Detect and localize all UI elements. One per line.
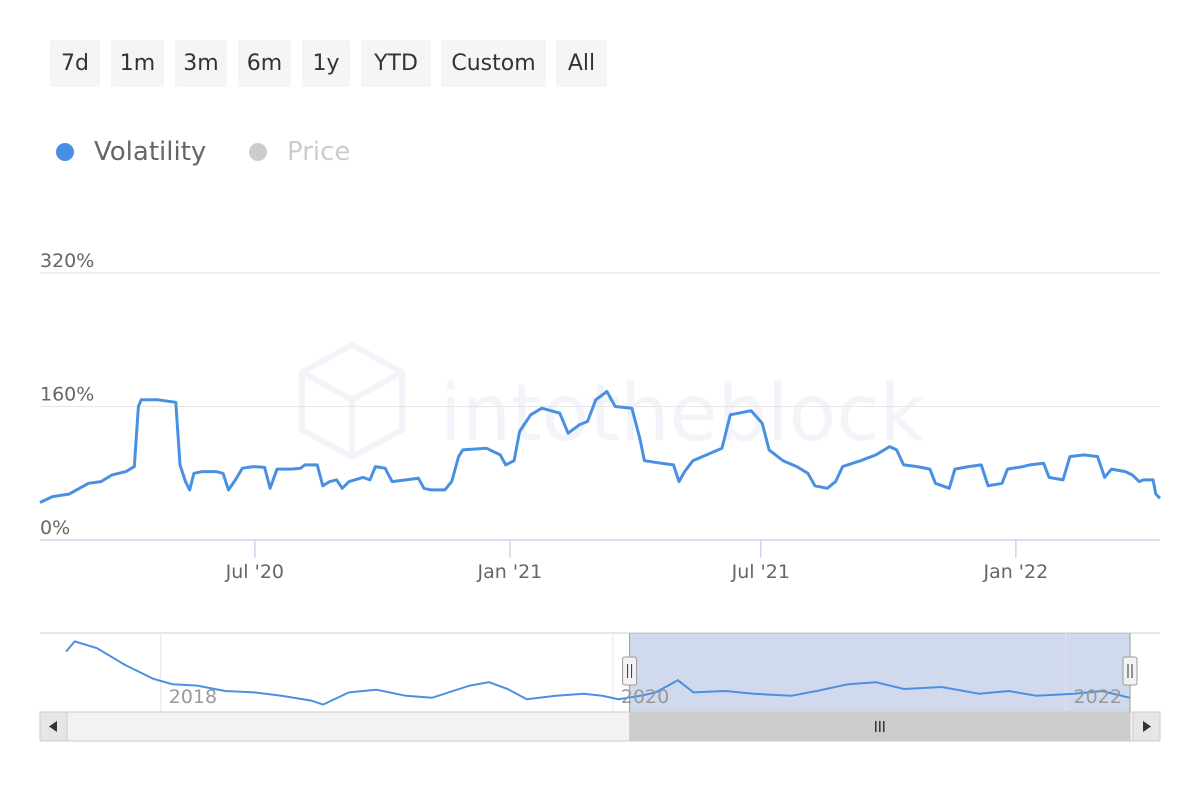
range-button-ytd[interactable]: YTD xyxy=(361,40,431,87)
legend-item-price[interactable]: Price xyxy=(249,132,350,172)
x-tick-label: Jul '21 xyxy=(731,561,790,583)
legend-item-volatility[interactable]: Volatility xyxy=(56,132,206,172)
y-tick-label: 160% xyxy=(40,384,94,406)
arrow-left-icon xyxy=(49,721,57,732)
range-button-1y[interactable]: 1y xyxy=(302,40,350,87)
navigator-right-handle[interactable] xyxy=(1122,656,1138,686)
navigator-series-line xyxy=(65,640,1131,706)
legend-label-volatility: Volatility xyxy=(94,137,207,167)
range-button-custom[interactable]: Custom xyxy=(441,40,546,87)
x-tick-label: Jan '21 xyxy=(477,561,543,583)
grip-lines-icon xyxy=(875,721,885,732)
navigator-tick-label: 2018 xyxy=(169,686,217,708)
navigator: 2018 2020 2022 xyxy=(40,632,1160,712)
watermark-logo-icon xyxy=(299,341,405,461)
range-button-7d[interactable]: 7d xyxy=(50,40,100,87)
navigator-tick-label: 2022 xyxy=(1074,686,1122,708)
legend-dot-price xyxy=(249,143,267,161)
navigator-selected-range[interactable] xyxy=(629,633,1130,712)
range-button-all[interactable]: All xyxy=(556,40,607,87)
x-tick-label: Jan '22 xyxy=(982,561,1048,583)
navigator-tick-label: 2020 xyxy=(621,686,669,708)
scrollbar xyxy=(39,711,1161,742)
watermark-text: intotheblock xyxy=(440,369,924,459)
legend-label-price: Price xyxy=(287,137,351,167)
x-axis-ticks: Jul '20 Jan '21 Jul '21 Jan '22 xyxy=(225,540,1048,583)
range-button-6m[interactable]: 6m xyxy=(238,40,291,87)
range-button-1m[interactable]: 1m xyxy=(111,40,164,87)
y-tick-label: 320% xyxy=(40,250,94,272)
navigator-left-handle[interactable] xyxy=(622,656,638,686)
y-axis-labels: 0% 160% 320% xyxy=(40,250,94,539)
y-tick-label: 0% xyxy=(40,517,70,539)
volatility-series-line[interactable] xyxy=(39,390,1162,504)
x-tick-label: Jul '20 xyxy=(225,561,284,583)
arrow-right-icon xyxy=(1143,721,1151,732)
legend-dot-volatility xyxy=(56,143,74,161)
grid-lines xyxy=(40,272,1160,407)
scrollbar-right-button[interactable] xyxy=(1132,711,1161,742)
range-button-3m[interactable]: 3m xyxy=(175,40,227,87)
